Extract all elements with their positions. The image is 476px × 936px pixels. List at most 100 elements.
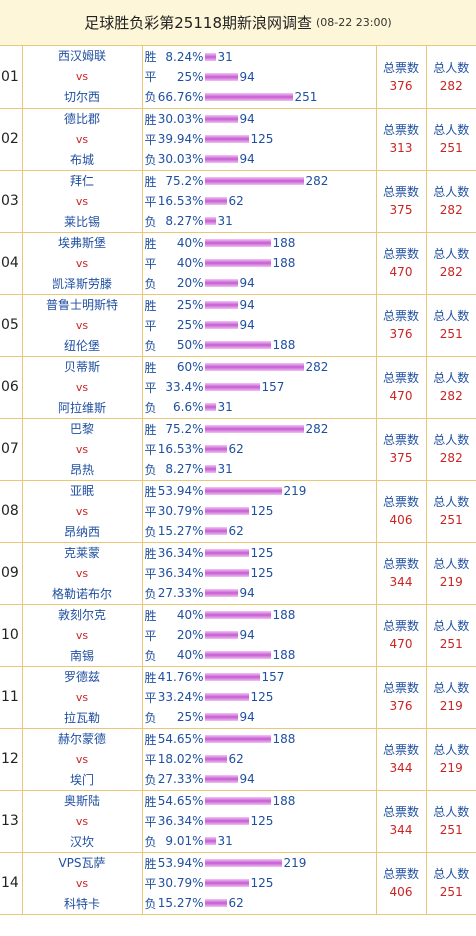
- total-people-value: 251: [439, 885, 463, 899]
- win-row: 胜 41.76% 157: [143, 667, 376, 687]
- total-people-label: 总人数: [433, 309, 470, 323]
- total-votes-value: 470: [389, 637, 413, 651]
- draw-count: 94: [239, 318, 255, 332]
- draw-row: 平 33.24% 125: [143, 687, 376, 707]
- win-row: 胜 8.24% 31: [143, 47, 376, 67]
- home-team-link[interactable]: 贝蒂斯: [63, 359, 100, 374]
- away-team-link[interactable]: 拉瓦勒: [63, 710, 100, 725]
- home-team-link[interactable]: 罗德兹: [63, 669, 100, 684]
- match-row: 05 普鲁士明斯特 vs 纽伦堡 胜 25% 94 平 25% 94 负 50%…: [0, 294, 476, 357]
- lose-label: 负: [144, 586, 157, 601]
- away-team-link[interactable]: 昂热: [69, 462, 94, 477]
- away-team-link[interactable]: 凯泽斯劳滕: [51, 276, 112, 291]
- home-team-link[interactable]: 埃弗斯堡: [57, 235, 106, 250]
- away-team-link[interactable]: 布城: [69, 152, 94, 167]
- total-votes-label: 总票数: [382, 185, 419, 199]
- win-count: 188: [272, 608, 296, 622]
- lose-row: 负 8.27% 31: [143, 211, 376, 231]
- win-row: 胜 75.2% 282: [143, 171, 376, 191]
- total-people-cell: 总人数 251: [426, 852, 476, 915]
- match-teams: 西汉姆联 vs 切尔西: [22, 46, 143, 109]
- away-team-link[interactable]: 汉坎: [69, 834, 94, 849]
- away-team-link[interactable]: 纽伦堡: [63, 338, 100, 353]
- vs-label: vs: [75, 690, 89, 704]
- lose-count: 31: [217, 400, 233, 414]
- win-bar: [204, 487, 282, 495]
- draw-percent: 33.4%: [165, 380, 204, 394]
- home-team-link[interactable]: 德比郡: [63, 111, 100, 126]
- lose-row: 负 50% 188: [143, 335, 376, 355]
- win-bar: [204, 115, 238, 123]
- draw-bar: [204, 72, 238, 81]
- draw-percent: 39.94%: [157, 132, 204, 146]
- total-people-value: 282: [439, 78, 463, 93]
- lose-percent: 15.27%: [157, 524, 204, 538]
- win-label: 胜: [144, 236, 157, 251]
- match-row: 11 罗德兹 vs 拉瓦勒 胜 41.76% 157 平 33.24% 125 …: [0, 666, 476, 729]
- home-team-link[interactable]: 拜仁: [69, 173, 94, 188]
- draw-row: 平 20% 94: [143, 625, 376, 645]
- home-team-link[interactable]: 克莱蒙: [63, 545, 100, 560]
- match-row: 06 贝蒂斯 vs 阿拉维斯 胜 60% 282 平 33.4% 157 负 6…: [0, 356, 476, 419]
- win-count: 282: [305, 422, 329, 436]
- win-count: 188: [272, 794, 296, 808]
- total-votes-value: 406: [389, 885, 413, 899]
- draw-label: 平: [144, 318, 157, 333]
- home-team-link[interactable]: 普鲁士明斯特: [45, 297, 118, 312]
- away-team-link[interactable]: 科特卡: [63, 896, 100, 911]
- away-team-link[interactable]: 莱比锡: [63, 214, 100, 229]
- home-team-link[interactable]: 巴黎: [69, 421, 94, 436]
- lose-count: 94: [239, 772, 255, 786]
- win-label: 胜: [144, 50, 157, 65]
- win-bar: [204, 859, 282, 867]
- total-votes-label: 总票数: [382, 60, 419, 75]
- total-people-cell: 总人数 219: [426, 666, 476, 729]
- draw-bar: [204, 445, 227, 453]
- lose-percent: 27.33%: [157, 586, 204, 600]
- draw-row: 平 16.53% 62: [143, 439, 376, 459]
- home-team-link[interactable]: 奥斯陆: [63, 793, 100, 808]
- away-team-link[interactable]: 切尔西: [63, 90, 100, 105]
- draw-percent: 30.79%: [157, 876, 204, 890]
- vs-label: vs: [75, 70, 89, 84]
- draw-row: 平 36.34% 125: [143, 563, 376, 583]
- win-count: 219: [283, 856, 307, 870]
- away-team-link[interactable]: 格勒诺布尔: [51, 586, 112, 601]
- win-bar: [204, 549, 249, 557]
- lose-percent: 66.76%: [157, 89, 204, 104]
- win-percent: 75.2%: [165, 174, 204, 188]
- lose-row: 负 6.6% 31: [143, 397, 376, 417]
- total-votes-label: 总票数: [382, 743, 419, 757]
- match-number: 03: [0, 170, 23, 233]
- draw-label: 平: [144, 628, 157, 643]
- away-team-link[interactable]: 埃门: [69, 772, 94, 787]
- total-votes-value: 376: [389, 78, 413, 93]
- total-people-label: 总人数: [433, 371, 470, 385]
- match-number: 05: [0, 294, 23, 357]
- match-teams: 普鲁士明斯特 vs 纽伦堡: [22, 294, 143, 357]
- draw-count: 125: [250, 132, 274, 146]
- away-team-link[interactable]: 阿拉维斯: [57, 400, 106, 415]
- draw-percent: 25%: [176, 69, 204, 84]
- draw-count: 125: [250, 504, 274, 518]
- total-votes-label: 总票数: [382, 371, 419, 385]
- home-team-link[interactable]: 敦刻尔克: [57, 607, 106, 622]
- home-team-link[interactable]: VPS瓦萨: [58, 855, 106, 870]
- total-votes-cell: 总票数 375: [376, 170, 427, 233]
- match-number: 09: [0, 542, 23, 605]
- draw-row: 平 39.94% 125: [143, 129, 376, 149]
- draw-bar: [204, 631, 238, 639]
- lose-bar: [204, 279, 238, 287]
- match-number: 02: [0, 108, 23, 171]
- home-team-link[interactable]: 亚眠: [69, 483, 94, 498]
- vote-stats: 胜 75.2% 282 平 16.53% 62 负 8.27% 31: [142, 170, 377, 233]
- home-team-link[interactable]: 赫尔蒙德: [57, 731, 106, 746]
- home-team-link[interactable]: 西汉姆联: [57, 49, 106, 64]
- win-row: 胜 54.65% 188: [143, 791, 376, 811]
- away-team-link[interactable]: 南锡: [69, 648, 94, 663]
- vote-stats: 胜 54.65% 188 平 18.02% 62 负 27.33% 94: [142, 728, 377, 791]
- total-people-value: 219: [439, 575, 463, 589]
- total-people-cell: 总人数 219: [426, 728, 476, 791]
- total-people-cell: 总人数 251: [426, 604, 476, 667]
- away-team-link[interactable]: 昂纳西: [63, 524, 100, 539]
